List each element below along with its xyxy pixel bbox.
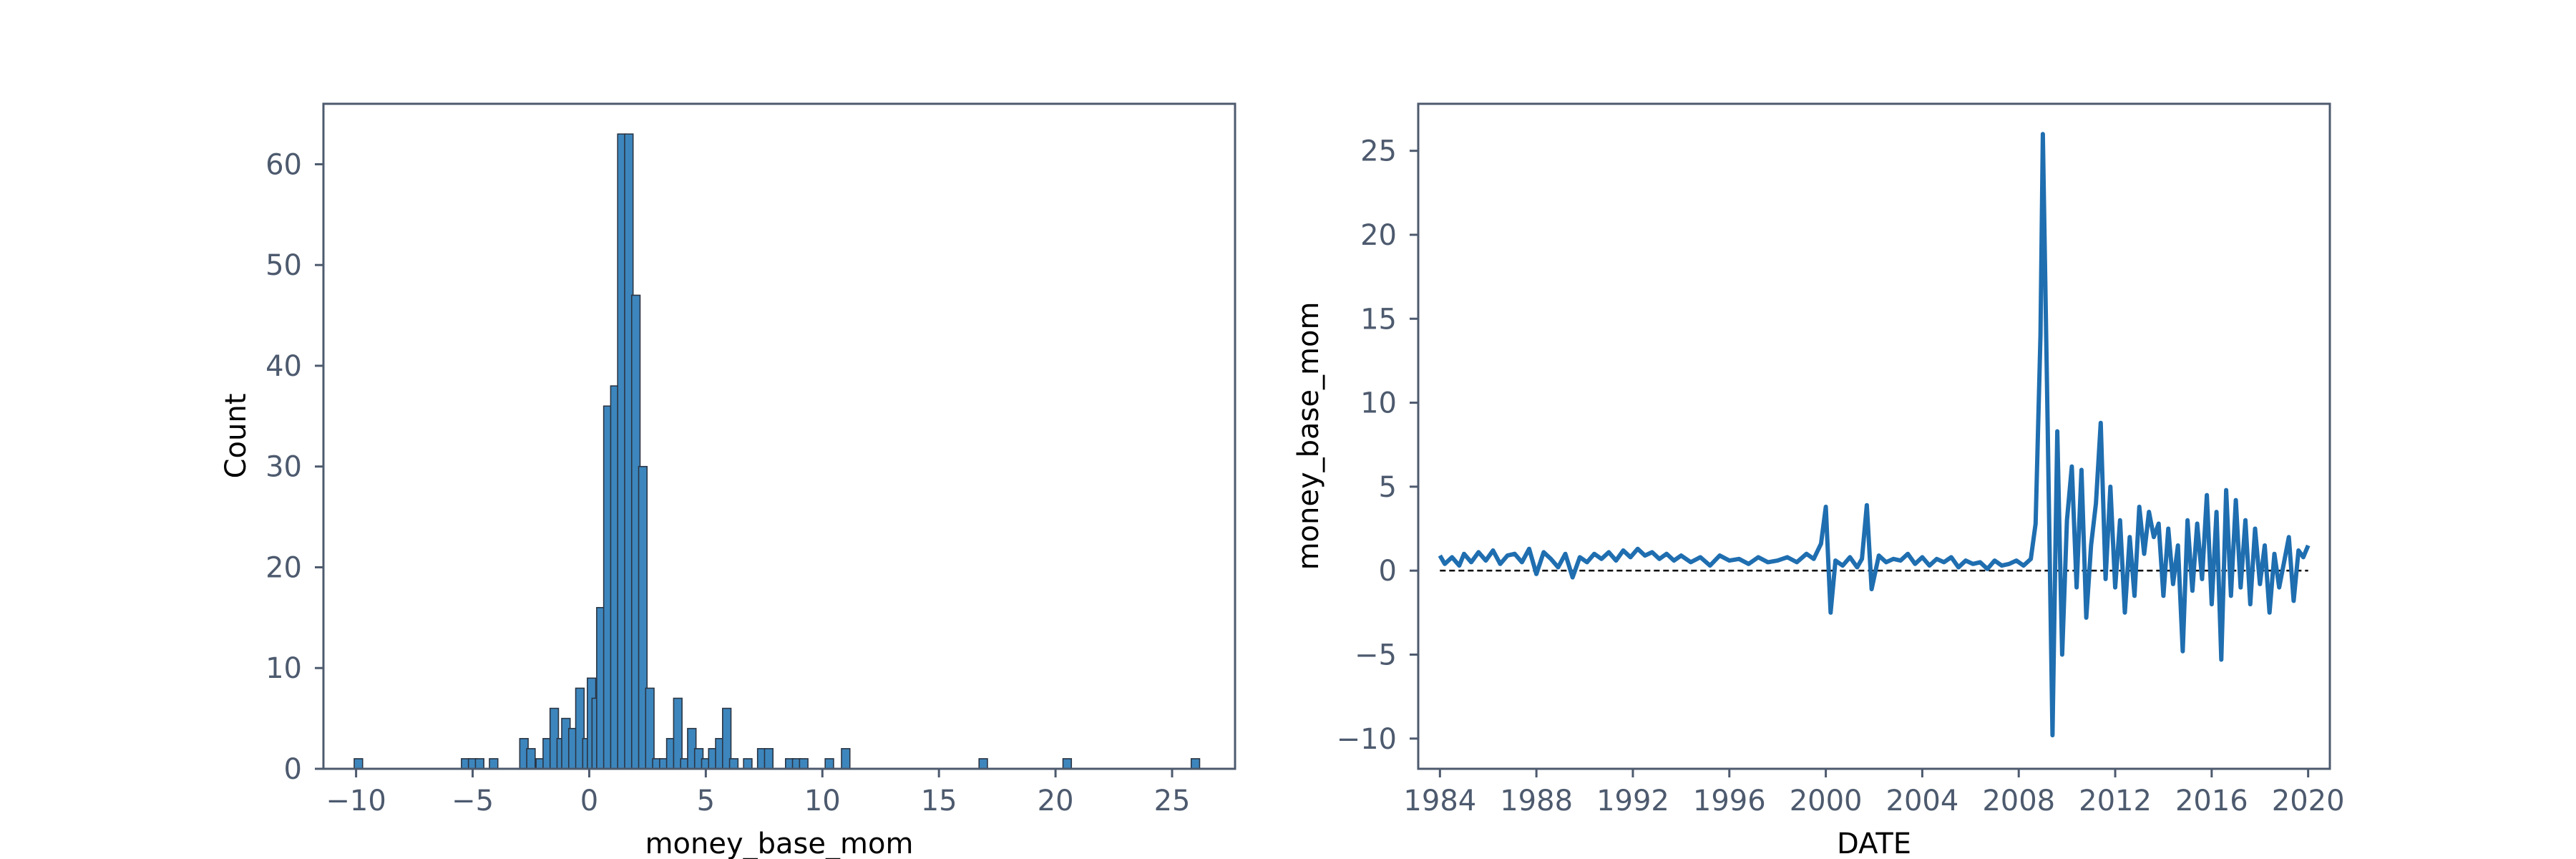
histogram-y-axis-label: Count xyxy=(220,394,253,479)
histogram-y-tick-label: 50 xyxy=(265,249,302,282)
histogram-x-tick-label: −10 xyxy=(326,785,386,817)
histogram-y-tick-label: 20 xyxy=(265,551,302,584)
line-chart-x-tick-label: 2020 xyxy=(2272,785,2345,817)
line-chart-y-tick-label: −5 xyxy=(1355,639,1397,671)
line-chart-y-tick-label: 25 xyxy=(1360,135,1397,168)
histogram-bar xyxy=(526,748,536,770)
line-chart-y-ticks: −10 −5 0 5 10 15 20 25 xyxy=(1337,135,1418,756)
histogram-bar xyxy=(763,748,774,770)
histogram-x-tick-label: 25 xyxy=(1154,785,1191,817)
line-chart-x-tick-label: 2016 xyxy=(2175,785,2248,817)
histogram-bar xyxy=(743,758,753,770)
histogram-bar xyxy=(489,758,499,770)
histogram-bar xyxy=(1190,758,1201,770)
histogram-x-tick-label: 10 xyxy=(804,785,841,817)
histogram-y-tick-label: 30 xyxy=(265,451,302,484)
histogram-bar xyxy=(799,758,809,770)
histogram-bar xyxy=(978,758,988,770)
histogram-x-tick-label: −5 xyxy=(452,785,494,817)
histogram-y-tick-label: 40 xyxy=(265,350,302,383)
histogram-y-tick-label: 0 xyxy=(284,753,302,786)
histogram-bar xyxy=(474,758,484,770)
histogram-axes-frame xyxy=(322,102,1236,770)
histogram-y-tick-label: 10 xyxy=(265,652,302,685)
histogram-bar xyxy=(353,758,364,770)
histogram-bar xyxy=(645,687,655,770)
line-chart-y-tick-label: −10 xyxy=(1337,723,1397,756)
line-chart-x-tick-label: 2012 xyxy=(2079,785,2152,817)
histogram-x-tick-label: 15 xyxy=(921,785,957,817)
line-chart-panel: 1984 1988 1992 1996 2000 2004 2008 2012 2016 2020… xyxy=(1292,102,2345,859)
histogram-x-tick-label: 5 xyxy=(697,785,715,817)
histogram-bar xyxy=(1062,758,1073,770)
line-chart-x-ticks: 1984 1988 1992 1996 2000 2004 2008 2012 2016 2020 xyxy=(1403,769,2345,817)
line-chart-x-tick-label: 2008 xyxy=(1982,785,2055,817)
line-chart-y-tick-label: 5 xyxy=(1379,471,1397,504)
line-chart-y-tick-label: 10 xyxy=(1360,387,1397,420)
line-chart-x-tick-label: 1996 xyxy=(1693,785,1766,817)
line-chart-axes-frame xyxy=(1417,102,2331,770)
histogram-bar xyxy=(824,758,834,770)
histogram-y-ticks: 0 10 20 30 40 50 60 xyxy=(265,148,323,786)
series-line xyxy=(1438,132,2311,738)
histogram-x-tick-label: 20 xyxy=(1038,785,1074,817)
line-chart-x-tick-label: 2000 xyxy=(1790,785,1863,817)
line-chart-y-tick-label: 20 xyxy=(1360,219,1397,252)
line-chart-x-tick-label: 2004 xyxy=(1886,785,1959,817)
line-chart-y-tick-label: 15 xyxy=(1360,303,1397,336)
line-chart-y-axis-label: money_base_mom xyxy=(1292,302,1325,571)
histogram-panel: −10 −5 0 5 10 15 20 25 0 10 20 30 40 50 60 money_base… xyxy=(220,102,1236,859)
line-chart-x-tick-label: 1992 xyxy=(1596,785,1669,817)
line-chart-y-tick-label: 0 xyxy=(1379,555,1397,588)
histogram-y-tick-label: 60 xyxy=(265,148,302,181)
line-chart-x-tick-label: 1984 xyxy=(1403,785,1476,817)
histogram-bar xyxy=(841,748,851,770)
histogram-x-axis-label: money_base_mom xyxy=(645,828,914,859)
histogram-bars xyxy=(353,133,1201,770)
histogram-x-ticks: −10 −5 0 5 10 15 20 25 xyxy=(326,769,1190,817)
line-chart-x-tick-label: 1988 xyxy=(1500,785,1573,817)
line-chart-x-axis-label: DATE xyxy=(1837,828,1911,859)
histogram-x-tick-label: 0 xyxy=(580,785,598,817)
histogram-bar xyxy=(728,758,739,770)
